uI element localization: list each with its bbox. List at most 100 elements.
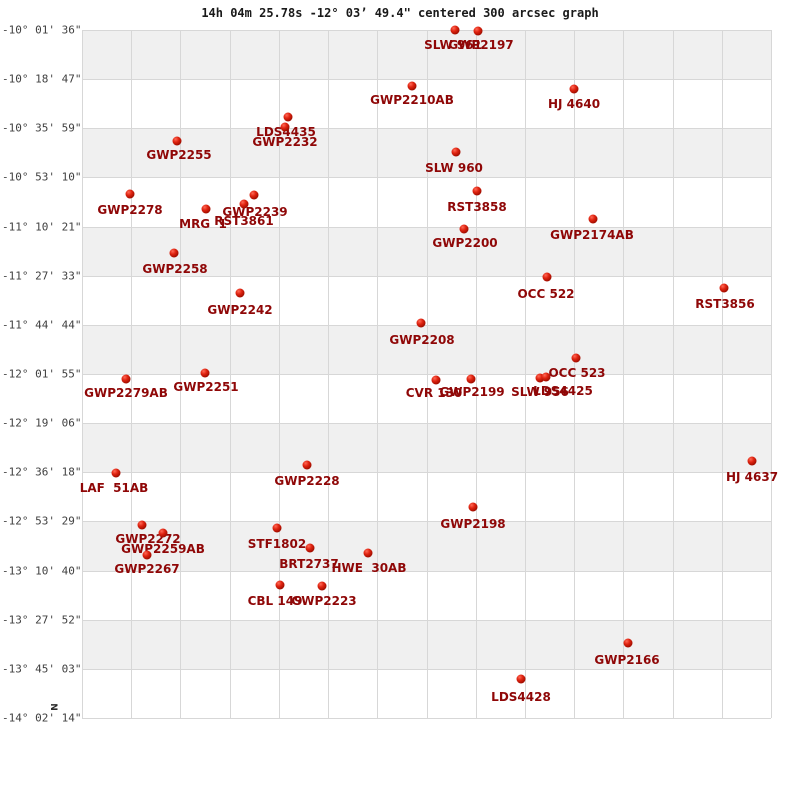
star-label: GWP2210AB [370, 93, 454, 107]
star-marker [317, 581, 327, 591]
star-marker [407, 81, 417, 91]
star-label: GWP2197 [448, 38, 514, 52]
grid-hline [82, 275, 771, 277]
star-marker [302, 460, 312, 470]
star-label: GWP2279AB [84, 386, 168, 400]
y-tick-label: -13° 10' 40" [2, 564, 82, 578]
star-label: GWP2198 [440, 517, 506, 531]
grid-hline [82, 423, 771, 425]
star-marker [239, 199, 249, 209]
star-marker [305, 543, 315, 553]
star-label: SLW 961 [424, 38, 482, 52]
grid-hline [82, 668, 771, 670]
y-tick-label: -10° 53' 10" [2, 170, 82, 184]
star-marker [158, 528, 168, 538]
star-label: STF1802 [247, 537, 307, 551]
grid-hline [82, 79, 771, 81]
star-marker [541, 372, 551, 382]
star-marker [431, 375, 441, 385]
star-marker [275, 580, 285, 590]
star-marker [172, 136, 182, 146]
star-marker [569, 84, 579, 94]
y-tick-label: -12° 19' 06" [2, 416, 82, 430]
y-tick-label: -14° 02' 14" [2, 711, 82, 725]
y-tick-label: -12° 36' 18" [2, 465, 82, 479]
star-marker [473, 26, 483, 36]
star-label: LDS4425 [533, 384, 593, 398]
star-marker [542, 272, 552, 282]
star-label: GWP2166 [594, 653, 660, 667]
star-marker [235, 288, 245, 298]
star-label: HJ 4640 [547, 97, 601, 111]
star-marker [121, 374, 131, 384]
star-marker [363, 548, 373, 558]
grid-hline [82, 324, 771, 326]
star-label: RST3856 [695, 297, 755, 311]
star-marker [747, 456, 757, 466]
star-marker [571, 353, 581, 363]
star-marker [283, 112, 293, 122]
star-label: BRT2737 [279, 557, 339, 571]
star-marker [472, 186, 482, 196]
star-marker [459, 224, 469, 234]
star-label: GWP2232 [252, 135, 318, 149]
y-tick-label: -10° 18' 47" [2, 72, 82, 86]
star-label: RST3861 [214, 214, 274, 228]
grid-hline [82, 30, 771, 31]
star-marker [125, 189, 135, 199]
star-label: GWP2223 [291, 594, 357, 608]
star-marker [588, 214, 598, 224]
y-tick-label: -12° 01' 55" [2, 367, 82, 381]
star-marker [535, 373, 545, 383]
star-label: LAF 51AB [79, 481, 149, 495]
star-label: SLW 956 [511, 385, 569, 399]
star-label: HWE 30AB [331, 561, 407, 575]
star-marker [468, 502, 478, 512]
star-marker [249, 190, 259, 200]
grid-hline [82, 374, 771, 375]
star-label: GWP2199 [439, 385, 505, 399]
star-marker [466, 374, 476, 384]
star-label: RST3858 [447, 200, 507, 214]
star-label: GWP2174AB [550, 228, 634, 242]
star-marker [516, 674, 526, 684]
grid-vline [771, 30, 772, 718]
star-label: GWP2242 [207, 303, 273, 317]
star-label: OCC 523 [548, 366, 606, 380]
grid-hline [82, 472, 771, 474]
star-marker [111, 468, 121, 478]
star-marker [169, 248, 179, 258]
star-label: GWP2251 [173, 380, 239, 394]
star-label: CVR 130 [405, 386, 463, 400]
star-label: HJ 4637 [725, 470, 779, 484]
north-indicator: N [47, 703, 58, 711]
star-label: GWP2228 [274, 474, 340, 488]
star-marker [280, 122, 290, 132]
grid-hline [82, 619, 771, 621]
star-label: LDS4435 [256, 125, 316, 139]
star-label: MRG 1 [179, 217, 227, 231]
y-tick-label: -11° 27' 33" [2, 269, 82, 283]
y-tick-label: -12° 53' 29" [2, 514, 82, 528]
star-label: OCC 522 [517, 287, 575, 301]
y-tick-label: -10° 01' 36" [2, 23, 82, 37]
grid-hline [82, 177, 771, 179]
y-tick-label: -13° 45' 03" [2, 662, 82, 676]
star-label: GWP2208 [389, 333, 455, 347]
star-marker [201, 204, 211, 214]
star-label: GWP2259AB [121, 542, 205, 556]
star-marker [719, 283, 729, 293]
y-tick-label: -10° 35' 59" [2, 121, 82, 135]
star-label: GWP2239 [222, 205, 288, 219]
star-marker [142, 550, 152, 560]
star-marker [623, 638, 633, 648]
y-tick-label: -13° 27' 52" [2, 613, 82, 627]
star-label: GWP2278 [97, 203, 163, 217]
star-label: GWP2258 [142, 262, 208, 276]
star-marker [137, 520, 147, 530]
grid-hline [82, 718, 771, 719]
star-marker [416, 318, 426, 328]
star-label: GWP2255 [146, 148, 212, 162]
grid-hline [82, 521, 771, 523]
